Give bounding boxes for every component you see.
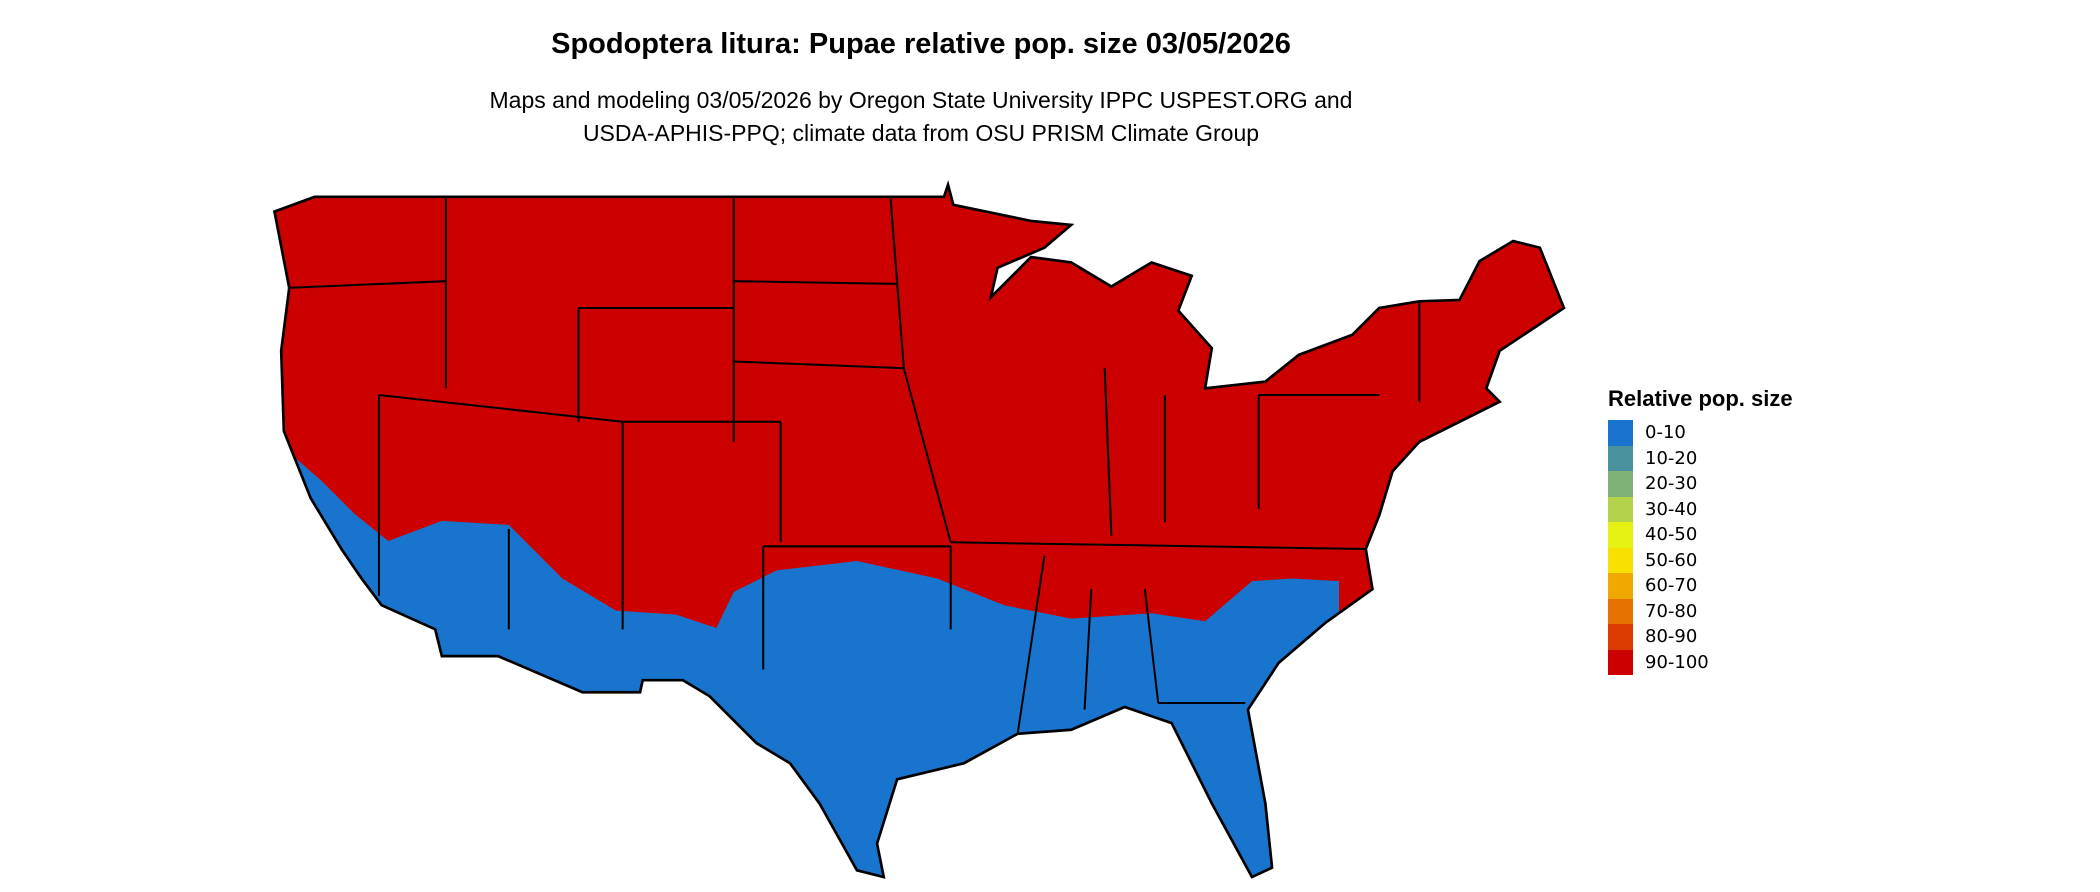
legend-label: 80-90 (1645, 626, 1698, 648)
legend-item: 10-20 (1608, 445, 1793, 471)
legend: Relative pop. size 0-10 10-20 20-30 30-40 40… (1608, 386, 1793, 675)
map-subtitle: Maps and modeling 03/05/2026 by Oregon S… (0, 84, 1842, 150)
legend-swatch (1608, 547, 1633, 573)
legend-item: 40-50 (1608, 522, 1793, 548)
legend-label: 50-60 (1645, 549, 1698, 571)
state-border (889, 196, 905, 369)
legend-item: 30-40 (1608, 496, 1793, 522)
subtitle-line: USDA-APHIS-PPQ; climate data from OSU PR… (582, 120, 1260, 146)
legend-item: 0-10 (1608, 420, 1793, 446)
map-title: Spodoptera litura: Pupae relative pop. s… (551, 28, 1291, 60)
state-border (1083, 589, 1093, 710)
legend-label: 0-10 (1645, 422, 1686, 444)
legend-title: Relative pop. size (1608, 386, 1793, 411)
state-border (950, 541, 1366, 550)
legend-item: 90-100 (1608, 649, 1793, 675)
legend-swatch (1608, 420, 1633, 446)
state-border (1016, 555, 1046, 734)
legend-label: 70-80 (1645, 600, 1698, 622)
legend-label: 20-30 (1645, 473, 1698, 495)
legend-item: 20-30 (1608, 471, 1793, 497)
legend-item: 80-90 (1608, 624, 1793, 650)
legend-swatch (1608, 598, 1633, 624)
state-border (902, 367, 952, 543)
legend-item: 70-80 (1608, 598, 1793, 624)
legend-label: 90-100 (1645, 651, 1709, 673)
legend-swatch (1608, 573, 1633, 599)
state-border (733, 280, 898, 285)
legend-swatch (1608, 649, 1633, 675)
state-borders (287, 196, 1421, 734)
legend-label: 30-40 (1645, 498, 1698, 520)
legend-label: 10-20 (1645, 447, 1698, 469)
legend-swatch (1608, 624, 1633, 650)
state-border (1103, 368, 1113, 536)
legend-item: 50-60 (1608, 547, 1793, 573)
state-border (733, 360, 904, 370)
state-border (287, 280, 446, 289)
state-border (378, 394, 623, 423)
legend-swatch (1608, 522, 1633, 548)
legend-label: 60-70 (1645, 575, 1698, 597)
subtitle-line: Maps and modeling 03/05/2026 by Oregon S… (489, 87, 1353, 113)
legend-item: 60-70 (1608, 573, 1793, 599)
legend-label: 40-50 (1645, 524, 1698, 546)
legend-swatch (1608, 445, 1633, 471)
state-border (1143, 589, 1160, 704)
legend-swatch (1608, 496, 1633, 522)
legend-swatch (1608, 471, 1633, 497)
conus-border (272, 180, 1566, 879)
